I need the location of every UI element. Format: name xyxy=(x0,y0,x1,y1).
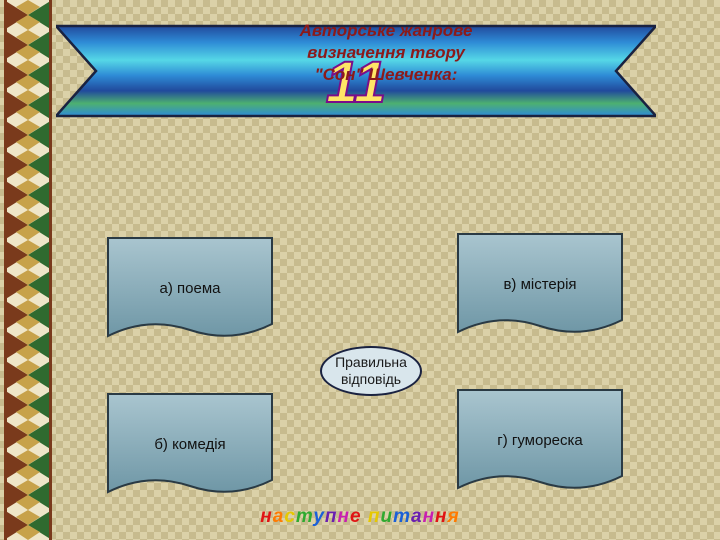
answer-option-label: а) поема xyxy=(106,280,274,297)
answer-option-b[interactable]: б) комедія xyxy=(106,392,274,500)
answer-option-label: б) комедія xyxy=(106,436,274,453)
decorative-border xyxy=(4,0,52,540)
correct-answer-button[interactable]: Правильна відповідь xyxy=(320,346,422,396)
answer-option-label: г) гумореска xyxy=(456,432,624,449)
answer-option-g[interactable]: г) гумореска xyxy=(456,388,624,496)
question-banner: 11 Авторське жанрове визначення твору "С… xyxy=(56,22,656,120)
answer-option-a[interactable]: а) поема xyxy=(106,236,274,344)
answer-option-label: в) містерія xyxy=(456,276,624,293)
next-question-link[interactable]: наступне питання xyxy=(260,506,459,528)
question-text: Авторське жанрове визначення твору "Сон"… xyxy=(286,20,486,86)
quiz-slide: 11 Авторське жанрове визначення твору "С… xyxy=(0,0,720,540)
answer-option-v[interactable]: в) містерія xyxy=(456,232,624,340)
